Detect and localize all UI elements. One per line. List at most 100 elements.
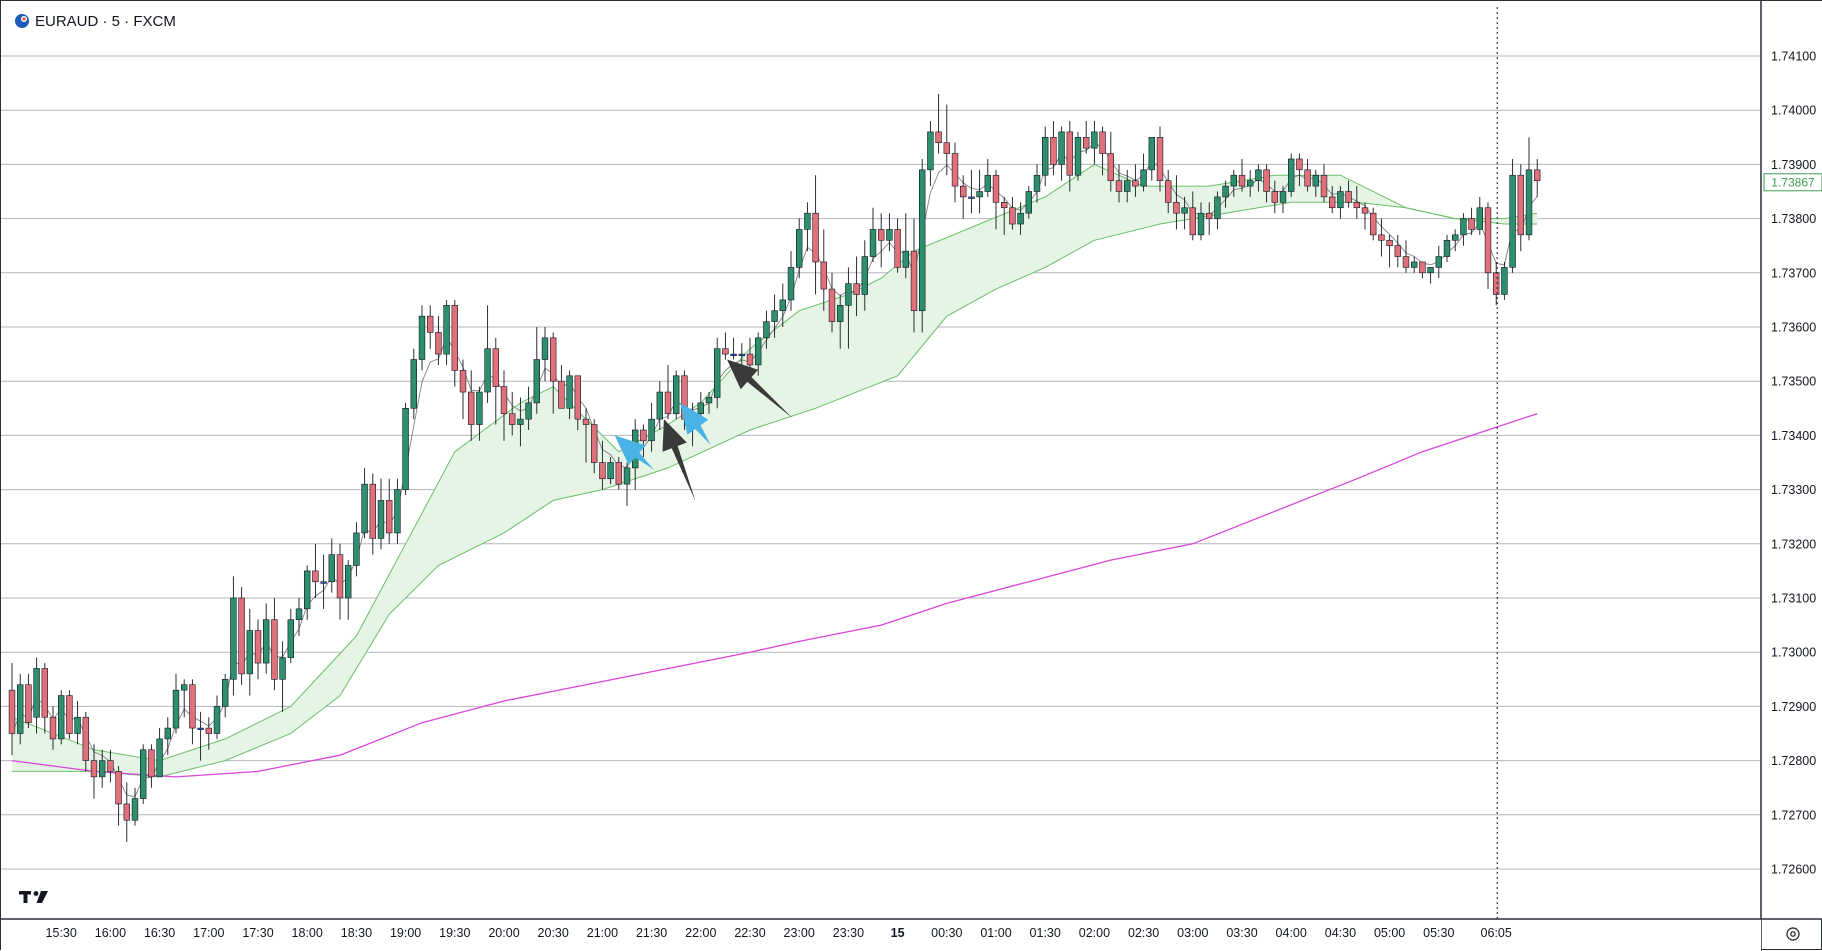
- candle: [443, 299, 450, 365]
- candle: [426, 305, 434, 349]
- candle: [828, 272, 836, 333]
- candle: [369, 473, 376, 555]
- candle: [730, 337, 737, 360]
- candle: [1394, 234, 1402, 268]
- candle-body: [74, 716, 81, 734]
- time-tick-label: 05:00: [1374, 926, 1405, 940]
- candle-body: [1435, 256, 1443, 268]
- candle-body: [271, 619, 278, 680]
- candle: [1329, 186, 1336, 214]
- time-tick-label: 22:30: [734, 926, 765, 940]
- candle-body: [369, 483, 376, 539]
- candle-body: [1370, 212, 1377, 236]
- candle: [295, 598, 303, 636]
- candle: [418, 305, 426, 371]
- candle-body: [131, 798, 139, 821]
- candle: [1501, 261, 1508, 300]
- candle: [41, 663, 49, 734]
- candle: [664, 364, 672, 420]
- candle: [508, 392, 516, 436]
- candle: [910, 218, 918, 333]
- candle: [1312, 169, 1320, 197]
- candle-body: [222, 678, 229, 707]
- time-tick-label: 20:00: [488, 926, 519, 940]
- candle: [951, 142, 959, 203]
- candle: [894, 218, 901, 273]
- candle: [615, 457, 623, 490]
- candle: [574, 375, 582, 430]
- candle: [722, 332, 729, 360]
- candle-body: [1443, 239, 1451, 257]
- candle: [812, 175, 819, 295]
- candle-body: [1124, 180, 1131, 192]
- candle-body: [763, 321, 770, 339]
- candle: [968, 169, 975, 214]
- tradingview-logo-icon[interactable]: [19, 891, 48, 903]
- settings-gear-icon[interactable]: [1786, 927, 1800, 941]
- candle-body: [418, 315, 426, 360]
- candle: [549, 332, 557, 414]
- candle: [648, 402, 655, 452]
- candle-body: [1460, 218, 1467, 236]
- candle: [1115, 164, 1123, 203]
- candle: [172, 673, 180, 734]
- candle-body: [1419, 261, 1426, 274]
- candle: [1083, 121, 1090, 154]
- candle-body: [910, 250, 918, 312]
- candle: [1386, 234, 1393, 268]
- time-tick-label: 15: [891, 926, 905, 940]
- price-tick-label: 1.73700: [1771, 266, 1816, 280]
- candle: [82, 711, 90, 772]
- blue-arrow-1: [614, 435, 654, 470]
- candle-body: [836, 305, 844, 322]
- candle: [1427, 267, 1434, 284]
- dark-arrow-1: [662, 419, 696, 502]
- candle-body: [140, 749, 147, 799]
- candle: [213, 695, 221, 739]
- price-tick-label: 1.72600: [1771, 863, 1816, 877]
- time-axis[interactable]: [1, 919, 1761, 951]
- candle-body: [484, 348, 491, 393]
- candle-body: [492, 348, 499, 387]
- candle-body: [1427, 267, 1434, 274]
- candle-body: [1189, 207, 1197, 236]
- candle-body: [57, 695, 65, 740]
- time-tick-label: 22:00: [685, 926, 716, 940]
- candle-body: [459, 370, 467, 393]
- candle-body: [49, 716, 57, 740]
- candle: [1402, 240, 1410, 273]
- price-axis[interactable]: [1761, 1, 1822, 919]
- symbol-header[interactable]: EURAUD · 5 · FXCM: [15, 13, 176, 30]
- price-tick-label: 1.73800: [1771, 212, 1816, 226]
- candle: [943, 104, 951, 176]
- candle: [320, 554, 327, 609]
- candle-body: [582, 418, 590, 425]
- candle-body: [672, 375, 680, 415]
- price-axis-labels: 1.74100 1.74000 1.73900 1.73800 1.73700 1.736…: [1771, 50, 1816, 877]
- candle: [230, 576, 237, 696]
- candle-body: [771, 310, 778, 322]
- price-tick-label: 1.73500: [1771, 375, 1816, 389]
- candle-body: [1017, 212, 1024, 225]
- candle-body: [648, 418, 655, 442]
- candle-body: [99, 760, 106, 778]
- candle-body: [90, 760, 98, 778]
- candle: [1460, 213, 1467, 246]
- candle: [886, 213, 893, 252]
- candle-body: [1353, 202, 1361, 209]
- candle-body: [1509, 174, 1516, 268]
- candle-body: [951, 153, 959, 187]
- candle: [205, 717, 212, 750]
- time-tick-label: 01:00: [980, 926, 1011, 940]
- candle: [222, 673, 229, 718]
- candle-body: [828, 288, 836, 322]
- candle-body: [238, 597, 245, 675]
- time-tick-label: 21:30: [636, 926, 667, 940]
- candle-body: [1132, 180, 1139, 187]
- candle: [1296, 153, 1303, 187]
- candle: [394, 478, 401, 544]
- candle: [1353, 186, 1361, 219]
- candle-body: [574, 375, 582, 420]
- candle: [558, 364, 565, 409]
